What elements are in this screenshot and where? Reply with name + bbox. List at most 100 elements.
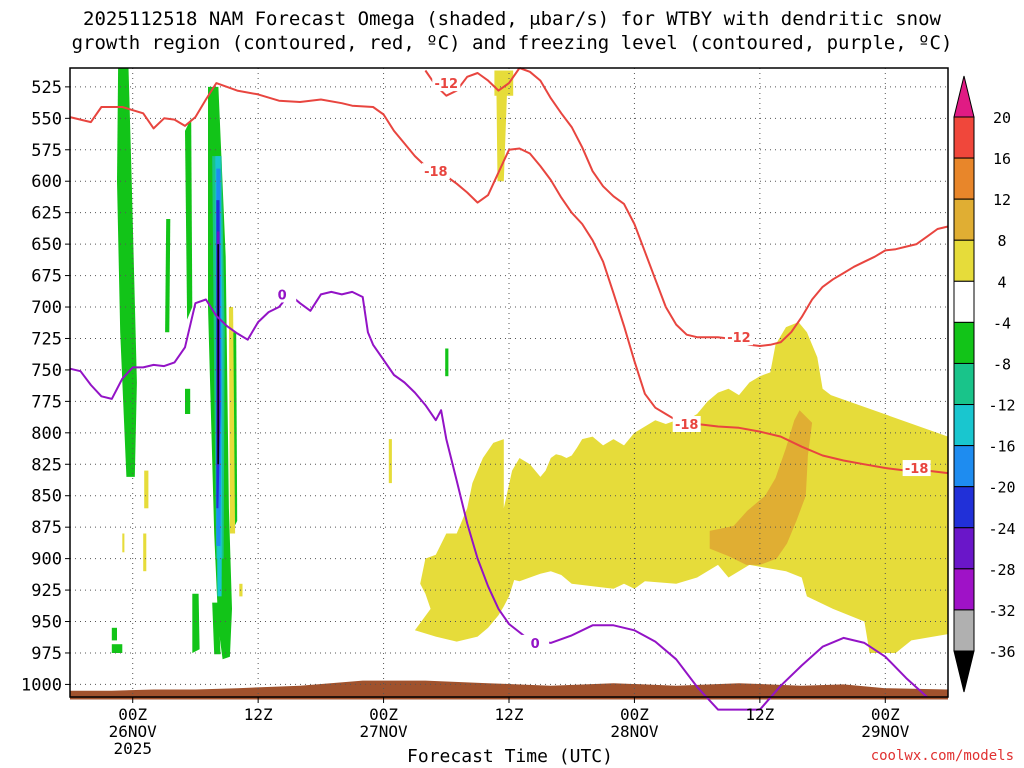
- contour-label: -18: [424, 165, 448, 180]
- colorbar-label: -4: [993, 314, 1011, 332]
- contour-dgz-right: [519, 67, 949, 347]
- colorbar-swatch: [953, 404, 975, 447]
- y-tick-label: 550: [31, 109, 62, 129]
- colorbar-label: -36: [988, 643, 1015, 661]
- contour-label-bg: [432, 75, 461, 92]
- omega-shading: [70, 68, 948, 700]
- x-tick-label: 00Z: [369, 705, 398, 724]
- omega-region: [117, 68, 137, 477]
- source-credit[interactable]: coolwx.com/models: [870, 748, 1014, 764]
- omega-region: [192, 593, 200, 653]
- omega-region: [445, 348, 449, 377]
- colorbar-label: 16: [993, 150, 1011, 168]
- omega-region: [111, 644, 123, 653]
- contour-label-bg: [521, 634, 550, 651]
- colorbar-label: -8: [993, 355, 1011, 373]
- x-tick-year: 2025: [113, 739, 152, 758]
- contour-label: 0: [531, 637, 540, 652]
- y-tick-label: 800: [31, 424, 62, 444]
- colorbar-label: -28: [988, 561, 1015, 579]
- y-tick-label: 675: [31, 267, 62, 287]
- y-tick-label: 750: [31, 361, 62, 381]
- colorbar-bottom-arrow: [953, 650, 975, 693]
- omega-region: [228, 307, 236, 534]
- colorbar-swatch: [953, 321, 975, 364]
- omega-region: [122, 533, 125, 553]
- colorbar-label: -20: [988, 479, 1015, 497]
- colorbar-label: -24: [988, 520, 1015, 538]
- colorbar-swatch: [953, 527, 975, 570]
- contour-lines: -12 -18 -12 -18 -18 0 0: [69, 67, 949, 711]
- colorbar-swatch: [953, 445, 975, 488]
- chart-title-line-1: 2025112518 NAM Forecast Omega (shaded, μ…: [83, 8, 941, 30]
- colorbar: 20 16 12 8 4 -4 -8 -12 -16 -20 -24 -28 -32 -36: [953, 75, 1016, 693]
- contour-label-bg: [724, 329, 753, 346]
- x-tick-date: 26NOV: [109, 722, 158, 741]
- colorbar-label: -16: [988, 438, 1015, 456]
- contour-label-bg: [672, 416, 701, 433]
- y-tick-label: 575: [31, 141, 62, 161]
- colorbar-swatch: [953, 239, 975, 282]
- colorbar-swatch: [953, 486, 975, 529]
- y-tick-label: 950: [31, 613, 62, 633]
- omega-region: [111, 627, 117, 641]
- colorbar-swatch: [953, 362, 975, 406]
- y-tick-label: 700: [31, 298, 62, 318]
- contour-label-bg: [421, 163, 450, 180]
- contour-label: -18: [905, 462, 929, 477]
- y-tick-label: 850: [31, 487, 62, 507]
- colorbar-swatch: [953, 568, 975, 611]
- contour-label: -12: [727, 331, 751, 346]
- x-tick-date: 27NOV: [359, 722, 408, 741]
- omega-region: [709, 410, 813, 565]
- contour-label-bg: [902, 460, 931, 477]
- x-tick-label: 12Z: [244, 705, 273, 724]
- colorbar-swatch: [953, 609, 975, 652]
- colorbar-label: 8: [997, 232, 1006, 250]
- x-tick-label: 12Z: [745, 705, 774, 724]
- omega-region: [217, 244, 219, 465]
- contour-freezing-level: [69, 290, 928, 711]
- colorbar-swatch: [953, 280, 975, 323]
- y-tick-label: 725: [31, 329, 62, 349]
- colorbar-top-arrow: [953, 75, 975, 118]
- colorbar-swatch: [953, 157, 975, 200]
- y-tick-label: 600: [31, 172, 62, 192]
- y-tick-label: 875: [31, 518, 62, 538]
- omega-region: [388, 439, 392, 484]
- x-tick-date: 28NOV: [610, 722, 659, 741]
- omega-region: [185, 118, 193, 320]
- omega-region: [144, 470, 149, 509]
- chart-title-line-2: growth region (contoured, red, ºC) and f…: [71, 32, 953, 54]
- omega-region: [143, 533, 147, 572]
- y-tick-label: 650: [31, 235, 62, 255]
- y-tick-label: 925: [31, 581, 62, 601]
- x-tick-label: 00Z: [620, 705, 649, 724]
- omega-region: [414, 322, 948, 653]
- x-tick-label: 00Z: [118, 705, 147, 724]
- y-tick-label: 775: [31, 392, 62, 412]
- y-tick-label: 900: [31, 550, 62, 570]
- contour-label: 0: [278, 288, 287, 303]
- y-tick-label: 825: [31, 455, 62, 475]
- y-tick-label: 975: [31, 644, 62, 664]
- colorbar-label: -12: [988, 397, 1015, 415]
- x-tick-label: 00Z: [871, 705, 900, 724]
- colorbar-label: 4: [997, 273, 1006, 291]
- y-tick-label: 525: [31, 78, 62, 98]
- colorbar-label: 20: [993, 109, 1011, 127]
- y-axis: 525 550 575 600 625 650 675 700 725 750 775 800 825 8…: [21, 78, 70, 695]
- colorbar-label: 12: [993, 191, 1011, 209]
- contour-dgz-upper: [69, 82, 949, 475]
- colorbar-swatch: [953, 116, 975, 159]
- y-tick-label: 625: [31, 204, 62, 224]
- x-tick-label: 12Z: [495, 705, 524, 724]
- contour-label: -12: [435, 77, 459, 92]
- contour-label: -18: [675, 418, 699, 433]
- x-tick-date: 29NOV: [861, 722, 910, 741]
- omega-region: [494, 70, 514, 182]
- omega-region: [185, 388, 191, 414]
- colorbar-label: -32: [988, 602, 1015, 620]
